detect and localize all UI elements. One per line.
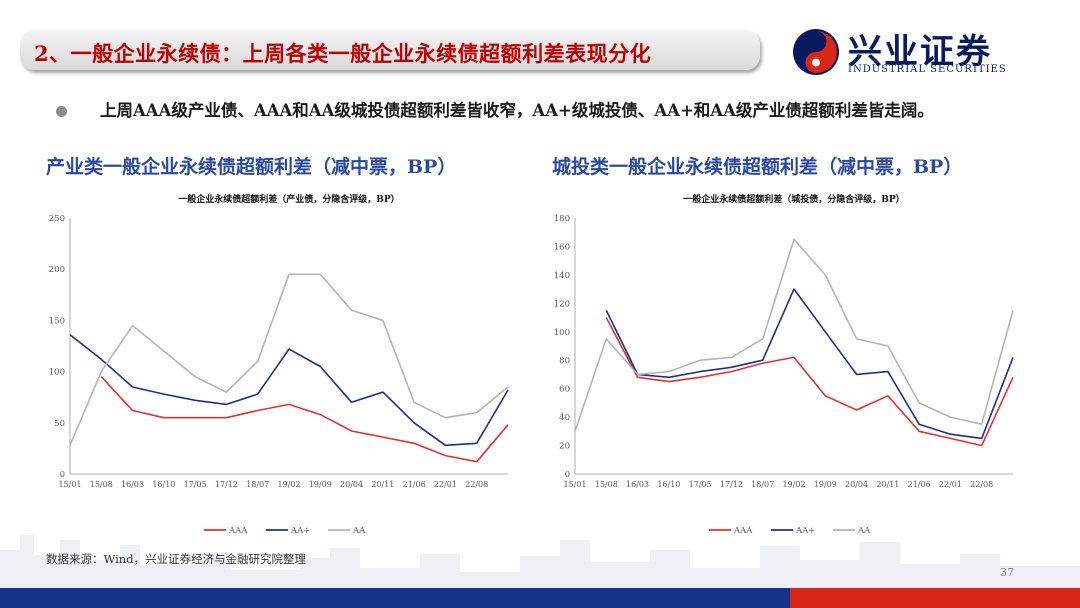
legend-label: AAA [733,526,753,536]
x-tick-label: 21/06 [403,480,426,489]
y-tick-label: 80 [559,356,570,366]
logo-english: INDUSTRIAL SECURITIES [848,64,1007,75]
y-tick-label: 160 [554,242,570,252]
series-line-AA+ [605,288,1014,440]
y-tick-label: 60 [559,385,570,395]
y-tick-label: 250 [49,214,65,224]
right-section-title: 城投类一般企业永续债超额利差（减中票，BP） [552,156,963,178]
x-tick-label: 18/07 [246,480,269,489]
page-title: 2、一般企业永续债：上周各类一般企业永续债超额利差表现分化 [34,41,652,66]
x-tick-label: 15/08 [595,480,618,489]
x-tick-label: 15/01 [563,480,586,489]
x-tick-label: 19/02 [782,480,805,489]
y-tick-label: 120 [554,299,570,309]
y-tick-label: 50 [54,419,65,429]
y-tick-label: 180 [554,214,570,224]
y-tick-label: 0 [60,470,65,480]
y-tick-label: 20 [559,442,570,452]
summary-text: 上周AAA级产业债、AAA和AA级城投债超额利差皆收窄，AA+级城投债、AA+和… [100,101,934,120]
skyline-decoration [0,535,1080,588]
y-tick-label: 150 [49,316,65,326]
x-tick-label: 16/03 [121,480,144,489]
y-tick-label: 40 [559,413,570,423]
x-tick-label: 20/11 [371,480,394,489]
industrial-spread-chart: 一般企业永续债超额利差（产业债，分隐含评级，BP） 0 50 100 150 200 250… [49,193,509,536]
series-line-AA+ [69,334,509,447]
legend-label: AA [857,526,871,536]
x-tick-label: 22/01 [434,480,457,489]
x-tick-label: 22/01 [939,480,962,489]
series-line-AAA [605,317,1014,447]
x-tick-label: 21/06 [908,480,931,489]
logo-name: 兴业证券 [848,32,992,72]
x-tick-label: 17/05 [184,480,207,489]
left-section-title: 产业类一般企业永续债超额利差（减中票，BP） [46,156,457,178]
y-tick-label: 0 [565,470,570,480]
x-tick-label: 20/11 [876,480,899,489]
y-tick-label: 100 [554,328,570,338]
x-tick-label: 20/04 [845,480,868,489]
x-tick-label: 16/10 [657,480,680,489]
x-tick-label: 15/08 [90,480,113,489]
chart-title: 一般企业永续债超额利差（城投债，分隐含评级，BP） [683,193,904,205]
x-tick-label: 19/02 [277,480,300,489]
x-tick-label: 17/12 [215,480,238,489]
legend-label: AA+ [795,526,815,536]
series-line-AAA [100,376,509,463]
urban-investment-spread-chart: 一般企业永续债超额利差（城投债，分隐含评级，BP） 0 20 40 60 80 100 120… [554,193,1014,536]
x-tick-label: 22/08 [970,480,993,489]
y-tick-label: 100 [49,368,65,378]
x-tick-label: 16/10 [152,480,175,489]
page-number: 37 [1000,566,1014,579]
bullet-icon [56,106,67,117]
brand-logo: 兴业证券 INDUSTRIAL SECURITIES [790,24,1050,80]
x-tick-label: 18/07 [751,480,774,489]
legend-label: AAA [228,526,248,536]
x-tick-label: 16/03 [626,480,649,489]
x-tick-label: 22/08 [465,480,488,489]
y-tick-label: 140 [554,271,570,281]
y-tick-label: 200 [49,265,65,275]
data-source: 数据来源：Wind，兴业证券经济与金融研究院整理 [46,552,307,566]
x-tick-label: 19/09 [814,480,837,489]
x-tick-label: 17/05 [689,480,712,489]
x-tick-label: 19/09 [309,480,332,489]
chart-title: 一般企业永续债超额利差（产业债，分隐含评级，BP） [178,193,399,205]
footer-accent-bar [790,588,1080,608]
legend-label: AA+ [290,526,310,536]
x-tick-label: 17/12 [720,480,743,489]
header-bar [20,30,760,70]
x-tick-label: 15/01 [58,480,81,489]
logo-mark-icon [793,29,839,75]
legend-label: AA [352,526,366,536]
series-line-AA [69,273,509,446]
series-line-AA [574,238,1014,432]
x-tick-label: 20/04 [340,480,363,489]
